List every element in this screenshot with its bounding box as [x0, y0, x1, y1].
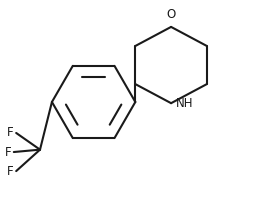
Text: NH: NH	[176, 97, 193, 110]
Text: F: F	[7, 165, 14, 178]
Text: F: F	[7, 127, 14, 139]
Text: O: O	[166, 8, 176, 21]
Text: F: F	[5, 146, 11, 159]
